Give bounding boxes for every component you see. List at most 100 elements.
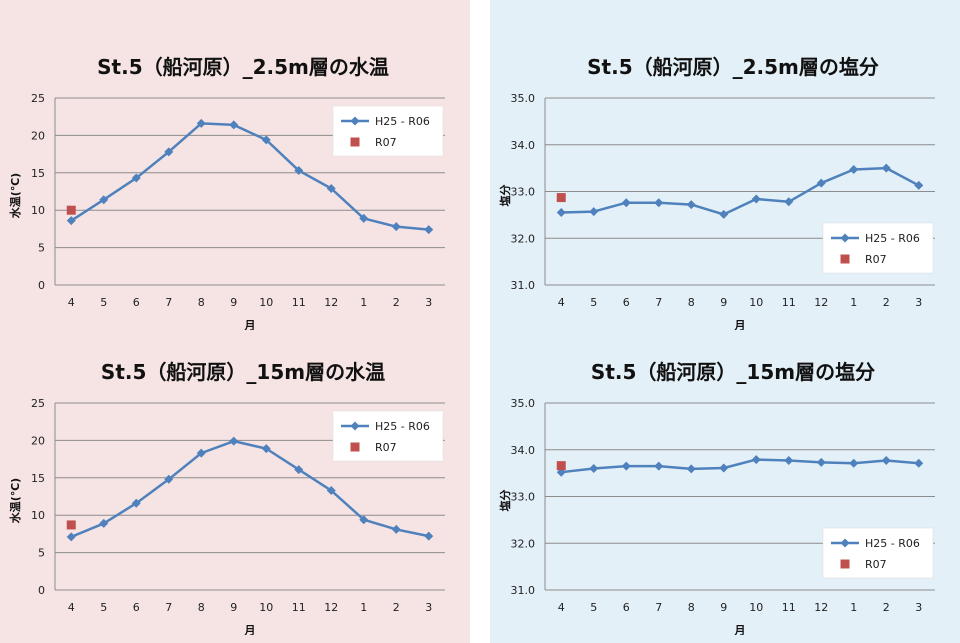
y-tick-label: 20: [31, 434, 45, 447]
legend-label-current: R07: [865, 253, 887, 266]
x-tick-label: 7: [165, 296, 172, 309]
x-tick-label: 8: [198, 601, 205, 614]
data-point-main: [784, 456, 794, 466]
x-tick-label: 5: [590, 601, 597, 614]
chart-svg: St.5（船河原）_2.5m層の塩分 31.0 32.0 33.0 34.0 35.0 4 5…: [498, 55, 935, 330]
legend-label-main: H25 - R06: [865, 537, 920, 550]
legend-label-main: H25 - R06: [865, 232, 920, 245]
data-point-main: [881, 456, 891, 466]
legend-marker-main: [350, 116, 360, 126]
x-tick-label: 4: [68, 296, 75, 309]
y-tick-label: 0: [38, 279, 45, 292]
data-point-main: [589, 207, 599, 217]
y-tick-label: 20: [31, 129, 45, 142]
data-point-current: [66, 520, 76, 530]
chart-water-temp-15m: St.5（船河原）_15m層の水温 0 5 10 15 20 25 4 5 6 7 8 9 10 11 12 1…: [0, 335, 470, 635]
chart-title: St.5（船河原）_15m層の塩分: [591, 360, 875, 384]
x-tick-label: 9: [230, 601, 237, 614]
y-tick-label: 31.0: [511, 584, 536, 597]
legend: H25 - R06 R07: [332, 410, 444, 462]
data-point-main: [424, 531, 434, 541]
y-tick-label: 34.0: [511, 139, 536, 152]
data-point-current: [556, 193, 566, 203]
data-point-main: [164, 474, 174, 484]
chart-salinity-2-5m: St.5（船河原）_2.5m層の塩分 31.0 32.0 33.0 34.0 35.0 4 5…: [490, 30, 960, 330]
y-tick-label: 34.0: [511, 444, 536, 457]
legend-label-current: R07: [375, 441, 397, 454]
legend: H25 - R06 R07: [822, 222, 934, 274]
y-axis-label: 水温(℃): [8, 173, 22, 218]
legend-label-current: R07: [375, 136, 397, 149]
data-point-main: [816, 178, 826, 188]
x-tick-label: 3: [915, 601, 922, 614]
x-tick-label: 2: [883, 601, 890, 614]
x-tick-label: 12: [814, 601, 828, 614]
x-tick-label: 1: [360, 601, 367, 614]
data-point-main: [654, 198, 664, 208]
y-axis-label: 塩分: [498, 185, 512, 207]
x-tick-label: 1: [360, 296, 367, 309]
data-point-main: [359, 515, 369, 525]
x-tick-label: 1: [850, 601, 857, 614]
x-tick-label: 10: [749, 296, 763, 309]
data-point-main: [719, 463, 729, 473]
x-axis-label: 月: [734, 319, 746, 330]
x-tick-label: 6: [133, 296, 140, 309]
series-line-main: [561, 166, 920, 216]
y-tick-label: 33.0: [511, 186, 536, 199]
x-tick-label: 4: [558, 601, 565, 614]
data-point-main: [294, 166, 304, 176]
legend: H25 - R06 R07: [822, 527, 934, 579]
y-tick-label: 10: [31, 509, 45, 522]
series-line-main: [70, 122, 429, 231]
x-axis-label: 月: [244, 319, 256, 330]
x-tick-label: 11: [292, 601, 306, 614]
data-point-main: [621, 198, 631, 208]
x-tick-label: 10: [259, 601, 273, 614]
data-point-main: [196, 118, 206, 128]
data-point-current: [66, 205, 76, 215]
x-tick-label: 9: [230, 296, 237, 309]
data-point-main: [914, 180, 924, 190]
x-tick-label: 2: [393, 296, 400, 309]
x-tick-label: 8: [688, 296, 695, 309]
legend-marker-current: [350, 137, 360, 147]
data-point-main: [229, 120, 239, 130]
x-tick-label: 12: [324, 601, 338, 614]
data-point-main: [391, 524, 401, 534]
y-tick-label: 25: [31, 397, 45, 410]
data-point-main: [849, 165, 859, 175]
data-point-main: [66, 216, 76, 226]
legend-label-main: H25 - R06: [375, 420, 430, 433]
x-tick-label: 5: [100, 601, 107, 614]
legend-marker-main: [350, 421, 360, 431]
legend-label-current: R07: [865, 558, 887, 571]
data-point-main: [261, 444, 271, 454]
chart-title: St.5（船河原）_15m層の水温: [101, 360, 385, 384]
legend-label-main: H25 - R06: [375, 115, 430, 128]
x-tick-label: 7: [165, 601, 172, 614]
x-tick-label: 6: [623, 601, 630, 614]
data-point-main: [359, 213, 369, 223]
data-point-main: [784, 197, 794, 207]
chart-water-temp-2-5m: St.5（船河原）_2.5m層の水温 0 5 10 15 20 25 4 5 6 7 8 9 10 11 12…: [0, 30, 470, 330]
x-tick-label: 8: [688, 601, 695, 614]
data-point-main: [294, 465, 304, 475]
y-tick-label: 25: [31, 92, 45, 105]
data-point-current: [556, 461, 566, 471]
y-tick-label: 35.0: [511, 397, 536, 410]
data-point-main: [881, 163, 891, 173]
data-point-main: [229, 436, 239, 446]
y-tick-label: 0: [38, 584, 45, 597]
y-tick-label: 35.0: [511, 92, 536, 105]
legend-box: [332, 410, 444, 462]
x-tick-label: 3: [425, 601, 432, 614]
legend-marker-current: [840, 254, 850, 264]
x-tick-label: 4: [68, 601, 75, 614]
chart-salinity-15m: St.5（船河原）_15m層の塩分 31.0 32.0 33.0 34.0 35.0 4 5 6…: [490, 335, 960, 635]
x-tick-label: 12: [814, 296, 828, 309]
series-line-main: [70, 439, 430, 539]
x-tick-label: 9: [720, 296, 727, 309]
data-point-main: [686, 464, 696, 474]
